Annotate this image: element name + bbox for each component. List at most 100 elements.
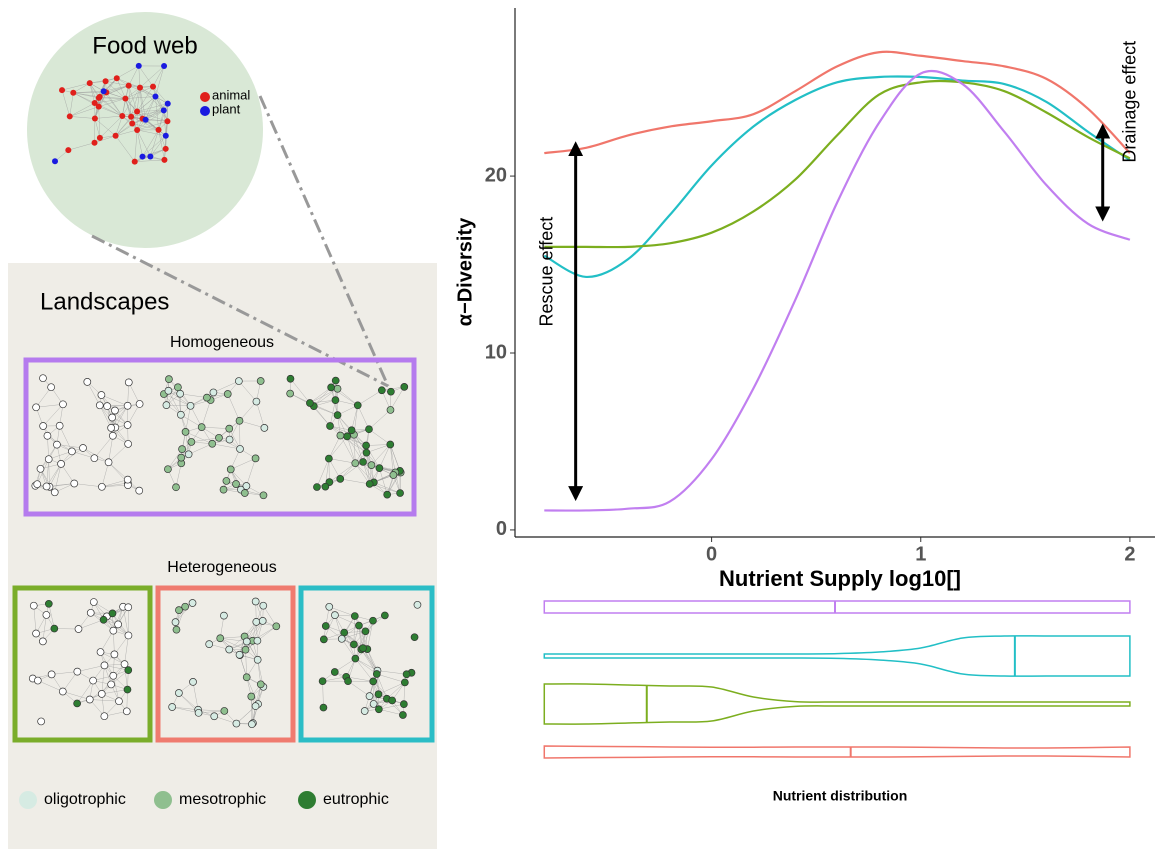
- node: [254, 637, 261, 644]
- node: [237, 445, 244, 452]
- node: [111, 651, 118, 658]
- node: [98, 483, 105, 490]
- node: [165, 101, 171, 107]
- node: [164, 118, 170, 124]
- violin: [544, 684, 1130, 724]
- node: [33, 630, 40, 637]
- node: [322, 622, 329, 629]
- node: [397, 490, 404, 497]
- node: [373, 670, 380, 677]
- node: [223, 477, 230, 484]
- node: [90, 599, 97, 606]
- node: [137, 85, 143, 91]
- node: [67, 113, 73, 119]
- node: [226, 436, 233, 443]
- node: [30, 602, 37, 609]
- node: [411, 634, 418, 641]
- food-web-title: Food web: [92, 32, 197, 59]
- node: [254, 656, 261, 663]
- node: [381, 612, 388, 619]
- node: [362, 628, 369, 635]
- node: [173, 484, 180, 491]
- node: [319, 678, 326, 685]
- node: [56, 422, 63, 429]
- node: [260, 492, 267, 499]
- node: [43, 611, 50, 618]
- node: [366, 480, 373, 487]
- annotation-label: Drainage effect: [1119, 41, 1139, 163]
- node: [110, 627, 117, 634]
- legend-label: eutrophic: [323, 791, 389, 808]
- node: [175, 607, 182, 614]
- node: [215, 434, 222, 441]
- node: [375, 706, 382, 713]
- node: [84, 378, 91, 385]
- node: [105, 459, 112, 466]
- node: [91, 455, 98, 462]
- node: [178, 454, 185, 461]
- node: [401, 679, 408, 686]
- node: [98, 392, 105, 399]
- node: [390, 472, 397, 479]
- node: [125, 604, 132, 611]
- node: [124, 686, 131, 693]
- node: [211, 713, 218, 720]
- node: [259, 617, 266, 624]
- node: [125, 379, 132, 386]
- node: [242, 646, 249, 653]
- node: [136, 63, 142, 69]
- node: [59, 688, 66, 695]
- node: [125, 632, 132, 639]
- node: [51, 625, 58, 632]
- node: [220, 486, 227, 493]
- node: [257, 377, 264, 384]
- node: [87, 609, 94, 616]
- legend-label: animal: [212, 87, 250, 102]
- y-tick-label: 20: [485, 164, 507, 186]
- node: [59, 87, 65, 93]
- node: [241, 489, 248, 496]
- node: [226, 646, 233, 653]
- node: [366, 693, 373, 700]
- node: [363, 442, 370, 449]
- violin: [544, 746, 1130, 758]
- node: [344, 433, 351, 440]
- violin: [544, 601, 1130, 613]
- node: [203, 394, 210, 401]
- node: [363, 449, 370, 456]
- node: [331, 612, 338, 619]
- node: [79, 444, 86, 451]
- node: [124, 421, 131, 428]
- node: [331, 668, 338, 675]
- node: [172, 619, 179, 626]
- figure: Food web animal plant Landscapes Homogen…: [0, 0, 1163, 849]
- node: [387, 441, 394, 448]
- node: [198, 424, 205, 431]
- node: [351, 613, 358, 620]
- node: [115, 698, 122, 705]
- node: [109, 414, 116, 421]
- node: [65, 147, 71, 153]
- node: [348, 427, 355, 434]
- node: [174, 384, 181, 391]
- node: [124, 476, 131, 483]
- node: [243, 674, 250, 681]
- node: [34, 677, 41, 684]
- node: [252, 455, 259, 462]
- node: [387, 388, 394, 395]
- node: [161, 63, 167, 69]
- node: [150, 84, 156, 90]
- node: [352, 460, 359, 467]
- node: [126, 83, 132, 89]
- node: [92, 100, 98, 106]
- node: [328, 384, 335, 391]
- section-label: Heterogeneous: [167, 559, 276, 576]
- line: [544, 52, 1130, 153]
- node: [59, 401, 66, 408]
- node: [136, 487, 143, 494]
- node: [306, 400, 313, 407]
- node: [123, 708, 130, 715]
- node: [175, 690, 182, 697]
- x-axis-title: Nutrient Supply log10[]: [719, 566, 961, 591]
- node: [182, 603, 189, 610]
